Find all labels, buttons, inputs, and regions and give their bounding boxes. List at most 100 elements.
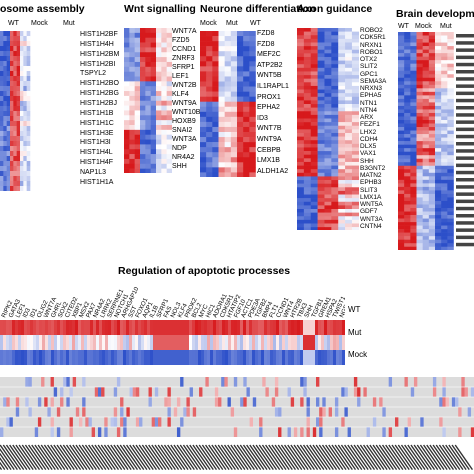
gene-label: GPC1 (360, 70, 378, 78)
heatmap-cell (129, 100, 135, 106)
heatmap-cell (111, 320, 115, 335)
heatmap-cell (428, 141, 436, 145)
heatmap-cell (72, 377, 77, 387)
gene-label: WNT5B (257, 72, 282, 80)
heatmap-cell (416, 95, 423, 100)
heatmap-cell (291, 335, 295, 350)
overview-label-stroke (182, 444, 202, 470)
heatmap-cell (23, 161, 27, 167)
heatmap-cell (351, 212, 359, 217)
overview-label-stroke (359, 444, 379, 470)
heatmap-cell (398, 98, 405, 103)
heatmap-cell (26, 156, 31, 162)
heatmap-cell (129, 66, 135, 72)
heatmap-cell (317, 107, 325, 112)
heatmap-cell (51, 350, 55, 365)
overview-label-stroke (173, 444, 192, 470)
heatmap-cell (134, 120, 141, 126)
heatmap-cell (410, 63, 417, 68)
heatmap-cell (345, 107, 353, 112)
heatmap-cell (166, 61, 172, 68)
gene-label: FZD8 (257, 40, 275, 48)
heatmap-cell (221, 377, 225, 387)
heatmap-cell (312, 335, 316, 350)
heatmap-cell (186, 335, 190, 350)
heatmap-cell (345, 216, 353, 221)
heatmap-cell (303, 93, 312, 98)
label-stroke (456, 113, 474, 117)
heatmap-cell (441, 127, 448, 131)
col-header-wt-5: WT (398, 23, 409, 30)
heatmap-cell (20, 186, 24, 191)
heatmap-cell (10, 176, 14, 182)
heatmap-cell (206, 172, 213, 177)
heatmap-cell (230, 167, 238, 173)
heatmap-cell (435, 243, 442, 248)
heatmap-cell (310, 129, 318, 134)
heatmap-cell (404, 105, 411, 110)
heatmap-cell (324, 172, 332, 177)
heatmap-cell (297, 28, 305, 32)
heatmap-cell (140, 37, 146, 43)
heatmap-cell (428, 165, 436, 170)
heatmap-cell (351, 100, 359, 105)
heatmap-cell (237, 66, 244, 72)
heatmap-cell (336, 335, 340, 350)
heatmap-cell (145, 154, 151, 160)
heatmap-cell (441, 35, 448, 40)
heatmap-cell (16, 56, 21, 62)
heatmap-cell (331, 219, 339, 224)
heatmap-cell (124, 129, 130, 135)
heatmap-cell (145, 71, 151, 77)
heatmap-cell (124, 42, 130, 48)
overview-label-stroke (321, 444, 341, 471)
heatmap-cell (166, 144, 172, 150)
heatmap-cell (51, 320, 55, 335)
heatmap-cell (249, 106, 256, 113)
heatmap-cell (230, 61, 238, 67)
heatmap-cell (351, 64, 359, 69)
label-stroke (456, 106, 474, 110)
heatmap-cell (6, 46, 11, 52)
heatmap-cell (398, 179, 405, 184)
heatmap-cell (297, 183, 305, 188)
heatmap-cell (310, 194, 318, 199)
heatmap-cell (334, 407, 339, 417)
heatmap-cell (117, 350, 121, 365)
heatmap-cell (150, 66, 157, 72)
heatmap-cell (218, 397, 222, 407)
heatmap-cell (10, 161, 14, 167)
heatmap-cell (237, 41, 244, 47)
heatmap-cell (30, 320, 34, 335)
heatmap-cell (264, 320, 268, 335)
gene-label: HIST1H2BG (80, 90, 119, 98)
heatmap-cell (150, 86, 157, 92)
heatmap-cell (206, 51, 213, 57)
heatmap-cell (230, 162, 238, 168)
heatmap-cell (331, 209, 339, 213)
heatmap-cell (404, 141, 411, 145)
heatmap-cell (243, 111, 250, 118)
heatmap-cell (404, 102, 411, 107)
heatmap-cell (317, 49, 325, 54)
heatmap-cell (410, 102, 417, 107)
heatmap-cell (331, 169, 339, 174)
heatmap-cell (416, 63, 423, 68)
heatmap-cell (398, 200, 405, 205)
heatmap-cell (327, 335, 331, 350)
heatmap-cell (237, 71, 244, 77)
heatmap-cell (416, 169, 423, 174)
label-stroke (456, 185, 474, 189)
overview-label-stroke (438, 444, 458, 470)
label-stroke (456, 70, 474, 74)
heatmap-cell (218, 172, 225, 177)
heatmap-cell (330, 335, 334, 350)
heatmap-cell (388, 377, 393, 387)
overview-label-stroke (59, 444, 78, 470)
overview-label-stroke (362, 444, 382, 470)
heatmap-cell (428, 70, 436, 75)
heatmap-cell (140, 134, 146, 140)
heatmap-cell (3, 186, 7, 191)
heatmap-cell (200, 46, 207, 52)
heatmap-cell (309, 350, 313, 365)
